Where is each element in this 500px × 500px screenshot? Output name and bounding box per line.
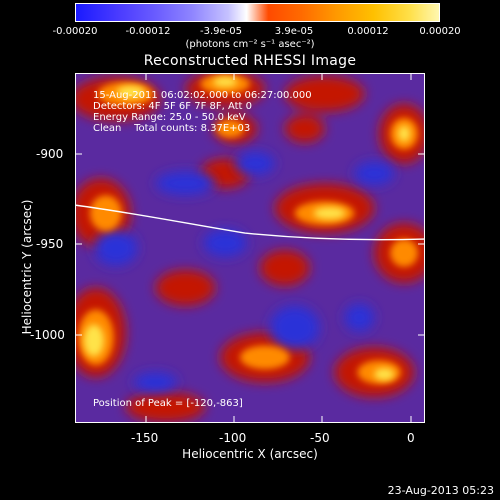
y-tick-label-1: -900: [36, 147, 64, 161]
colorbar: [75, 3, 440, 22]
info-clean-counts: Clean Total counts: 8.37E+03: [93, 123, 251, 134]
colorbar-tick-2: -0.00012: [125, 26, 171, 37]
x-tick-label-4: 0: [407, 431, 415, 445]
colorbar-tick-1: -0.00020: [52, 26, 98, 37]
colorbar-tick-4: 3.9e-05: [274, 26, 314, 37]
colorbar-units: (photons cm⁻² s⁻¹ asec⁻²): [185, 39, 315, 50]
peak-position-label: Position of Peak = [-120,-863]: [93, 398, 243, 409]
y-tick-label-3: -1000: [30, 328, 65, 342]
x-tick-label-3: -50: [310, 431, 330, 445]
colorbar-tick-5: 0.00012: [347, 26, 389, 37]
reconstructed-image: [76, 74, 424, 422]
y-axis-label: Heliocentric Y (arcsec): [20, 199, 34, 335]
footer-timestamp: 23-Aug-2013 05:23: [387, 484, 494, 497]
x-tick-label-2: -100: [219, 431, 247, 445]
colorbar-tick-6: 0.00020: [419, 26, 461, 37]
x-axis-label: Heliocentric X (arcsec): [182, 447, 318, 461]
plot-title: Reconstructed RHESSI Image: [143, 53, 357, 69]
colorbar-tick-3: -3.9e-05: [200, 26, 242, 37]
x-tick-label-1: -150: [131, 431, 159, 445]
info-energy-range: Energy Range: 25.0 - 50.0 keV: [93, 112, 246, 123]
info-detectors: Detectors: 4F 5F 6F 7F 8F, Att 0: [93, 101, 253, 112]
info-time-range: 15-Aug-2011 06:02:02.000 to 06:27:00.000: [93, 90, 312, 101]
y-tick-label-2: -950: [36, 237, 64, 251]
image-plot[interactable]: 15-Aug-2011 06:02:02.000 to 06:27:00.000…: [75, 73, 425, 423]
solar-limb-line: [76, 204, 424, 241]
